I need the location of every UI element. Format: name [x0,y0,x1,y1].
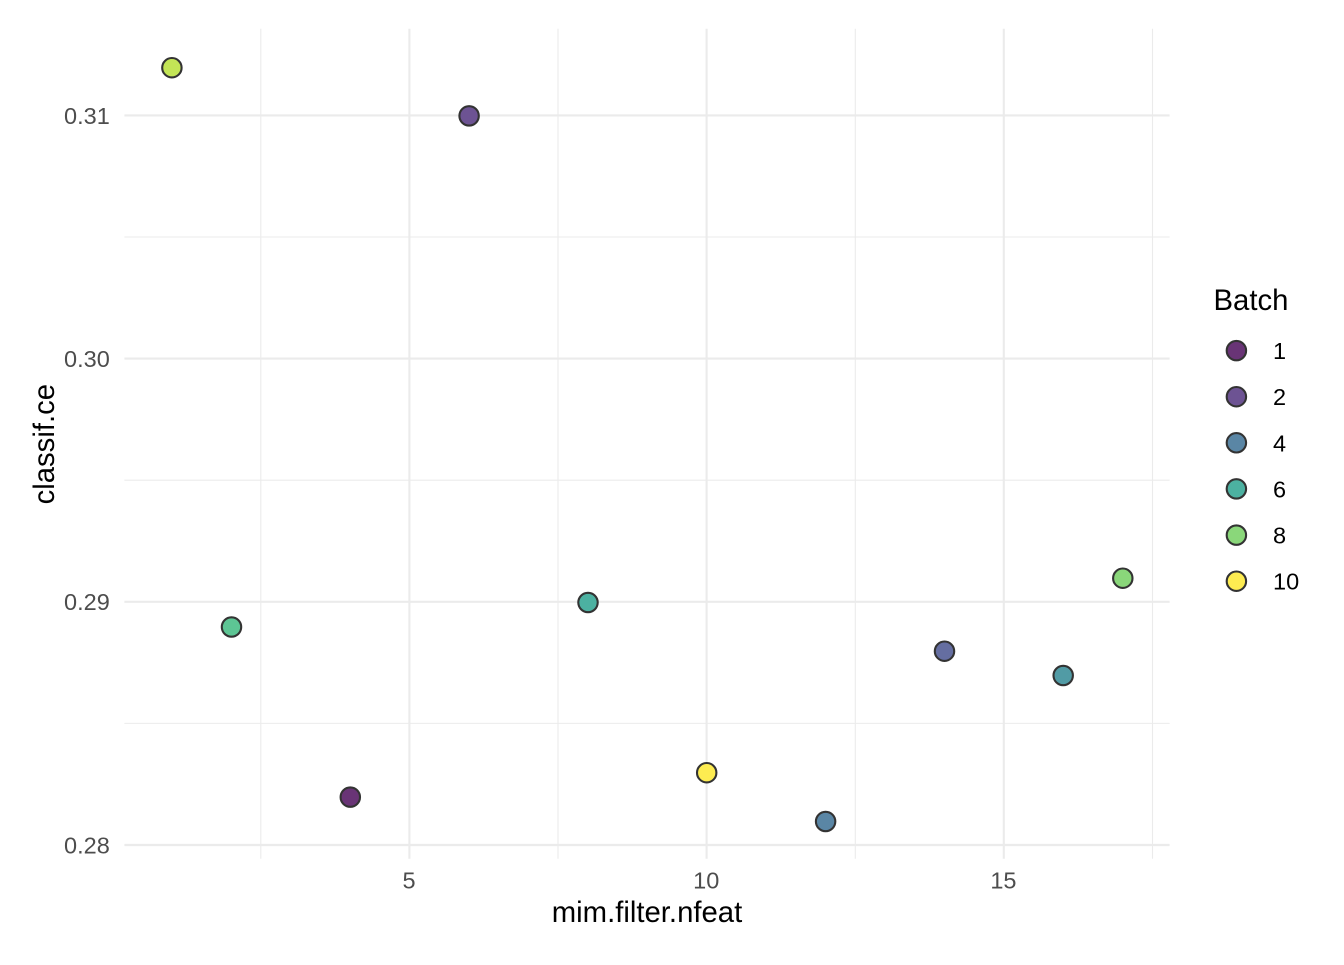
svg-text:0.30: 0.30 [64,346,110,372]
svg-text:Batch: Batch [1214,284,1289,317]
svg-text:10: 10 [1273,569,1299,595]
svg-text:classif.ce: classif.ce [28,384,61,504]
svg-text:0.31: 0.31 [64,103,110,129]
svg-text:1: 1 [1273,338,1286,364]
svg-text:0.28: 0.28 [64,832,110,858]
svg-text:4: 4 [1273,430,1286,456]
svg-text:15: 15 [990,868,1016,894]
svg-text:5: 5 [402,868,415,894]
svg-text:0.29: 0.29 [64,589,110,615]
svg-text:6: 6 [1273,476,1286,502]
svg-text:8: 8 [1273,523,1286,549]
svg-text:2: 2 [1273,384,1286,410]
svg-text:10: 10 [693,868,719,894]
svg-text:mim.filter.nfeat: mim.filter.nfeat [552,896,743,929]
